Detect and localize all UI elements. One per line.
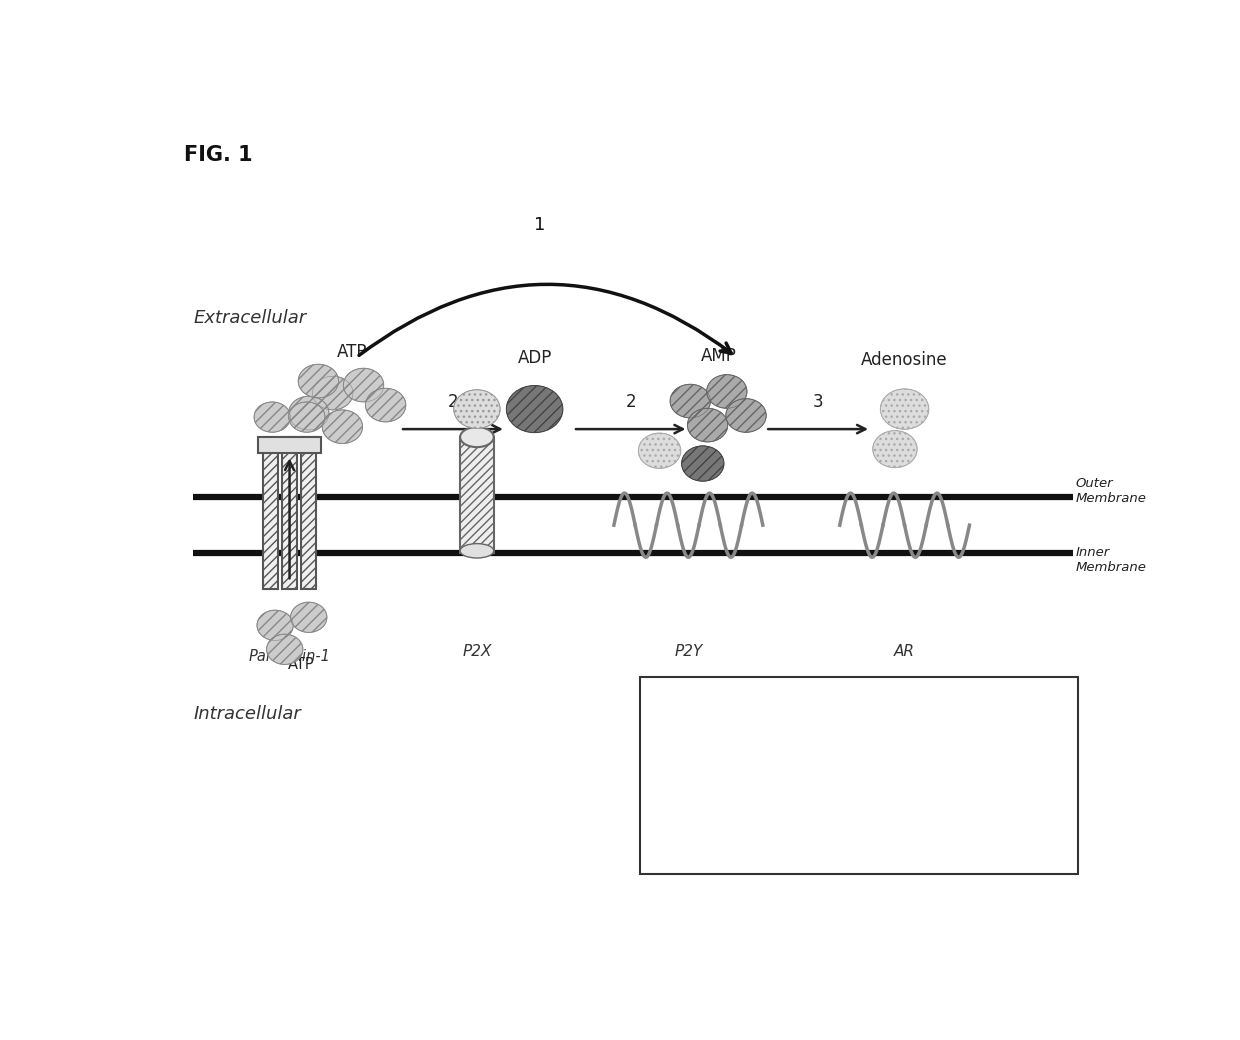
Circle shape bbox=[682, 446, 724, 482]
Circle shape bbox=[343, 368, 383, 401]
Circle shape bbox=[880, 389, 929, 430]
Bar bbox=[640, 677, 1078, 874]
Bar bbox=[301, 437, 316, 590]
Text: Adenosine: Adenosine bbox=[862, 352, 947, 369]
Circle shape bbox=[670, 384, 711, 418]
Text: AMP: AMP bbox=[701, 347, 737, 365]
Text: ATP: ATP bbox=[288, 657, 315, 672]
Text: 1.  Ecto-nucleotide pyrophosphatase/
     phosphodiesterase (E-NPP)
2.  Ecto-nuc: 1. Ecto-nucleotide pyrophosphatase/ phos… bbox=[652, 692, 926, 801]
Bar bbox=[263, 437, 278, 590]
Text: Intracellular: Intracellular bbox=[193, 705, 301, 724]
Bar bbox=[281, 437, 298, 590]
Circle shape bbox=[289, 401, 325, 433]
Text: 3: 3 bbox=[812, 393, 823, 412]
Circle shape bbox=[707, 374, 746, 409]
Circle shape bbox=[257, 610, 294, 641]
Text: ATP: ATP bbox=[337, 343, 367, 361]
Text: Outer
Membrane: Outer Membrane bbox=[1075, 476, 1147, 504]
Text: 2: 2 bbox=[448, 393, 459, 412]
Text: FIG. 1: FIG. 1 bbox=[184, 145, 253, 164]
Text: ADP: ADP bbox=[517, 349, 552, 367]
Circle shape bbox=[506, 386, 563, 433]
Text: 2: 2 bbox=[625, 393, 636, 412]
Circle shape bbox=[312, 376, 353, 410]
Circle shape bbox=[298, 364, 339, 398]
Circle shape bbox=[290, 602, 327, 632]
Circle shape bbox=[454, 390, 500, 428]
Text: Extracellular: Extracellular bbox=[193, 309, 306, 327]
Text: P2X: P2X bbox=[463, 644, 492, 658]
Circle shape bbox=[366, 388, 405, 422]
Ellipse shape bbox=[460, 544, 494, 558]
Ellipse shape bbox=[460, 427, 494, 447]
Text: Inner
Membrane: Inner Membrane bbox=[1075, 546, 1147, 574]
Bar bbox=[258, 437, 321, 453]
Text: AR: AR bbox=[894, 644, 915, 658]
Text: P2Y: P2Y bbox=[675, 644, 703, 658]
Bar bbox=[460, 437, 494, 553]
Circle shape bbox=[725, 398, 766, 433]
Circle shape bbox=[289, 396, 329, 430]
Text: 1: 1 bbox=[533, 216, 546, 234]
Circle shape bbox=[267, 634, 303, 665]
Circle shape bbox=[687, 409, 728, 442]
Circle shape bbox=[873, 431, 918, 468]
Text: Pannexin-1: Pannexin-1 bbox=[248, 649, 331, 665]
Circle shape bbox=[254, 401, 290, 433]
Circle shape bbox=[639, 433, 681, 468]
Circle shape bbox=[322, 410, 362, 443]
